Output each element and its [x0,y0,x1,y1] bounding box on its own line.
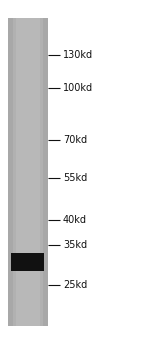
Bar [11,253,44,271]
Text: 100kd: 100kd [63,83,93,93]
Text: 35kd: 35kd [63,240,87,250]
Text: 70kd: 70kd [63,135,87,145]
Text: 55kd: 55kd [63,173,87,183]
Bar [8,18,48,326]
Bar [16,18,40,326]
Text: 40kd: 40kd [63,215,87,225]
Text: 25kd: 25kd [63,280,87,290]
Text: 130kd: 130kd [63,50,93,60]
Bar [13,18,43,326]
